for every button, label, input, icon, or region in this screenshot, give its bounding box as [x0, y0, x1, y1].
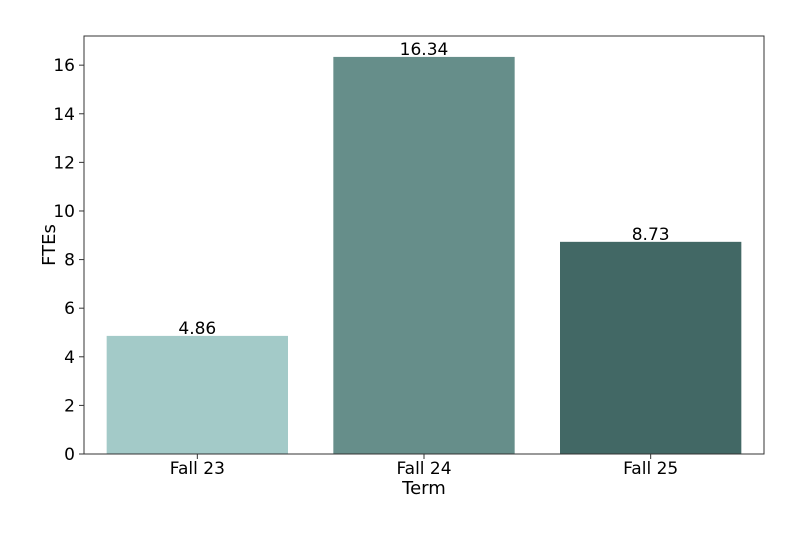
- y-tick-label: 14: [53, 105, 75, 125]
- bars-group: [106, 56, 742, 455]
- data-label: 4.86: [178, 319, 216, 339]
- y-tick-label: 4: [64, 348, 75, 368]
- x-tick-label: Fall 24: [396, 459, 451, 479]
- y-tick-label: 0: [64, 445, 75, 465]
- bar-fall-23: [106, 335, 289, 454]
- bar-fall-24: [333, 56, 515, 455]
- y-tick-label: 16: [53, 56, 75, 76]
- bar-fall-25: [560, 241, 742, 454]
- y-tick-label: 8: [64, 251, 75, 271]
- x-tick-label: Fall 25: [623, 459, 678, 479]
- y-tick-label: 2: [64, 396, 75, 416]
- x-tick-label: Fall 23: [170, 459, 225, 479]
- x-axis: Fall 23 Fall 24 Fall 25: [170, 454, 678, 479]
- data-label: 8.73: [632, 225, 670, 245]
- data-label: 16.34: [400, 40, 449, 60]
- y-tick-label: 6: [64, 299, 75, 319]
- plot-frame: [83, 35, 765, 455]
- data-labels-group: 4.86 16.34 8.73: [178, 40, 669, 339]
- y-axis-label: FTEs: [39, 224, 60, 266]
- y-axis: 0 2 4 6 8 10 12 14 16: [53, 56, 84, 465]
- y-tick-label: 12: [53, 153, 75, 173]
- y-tick-label: 10: [53, 202, 75, 222]
- x-axis-label: Term: [401, 478, 446, 499]
